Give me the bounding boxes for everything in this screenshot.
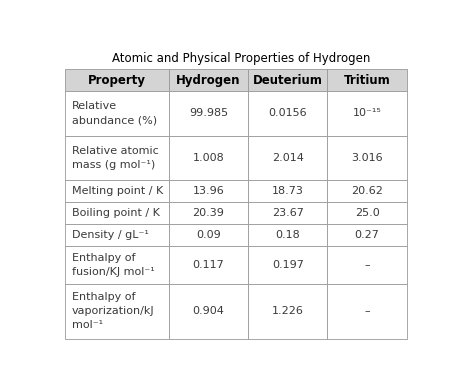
Bar xyxy=(169,202,248,224)
Text: Relative
abundance (%): Relative abundance (%) xyxy=(72,102,157,126)
Text: 3.016: 3.016 xyxy=(351,153,383,162)
Text: Enthalpy of
fusion/KJ mol⁻¹: Enthalpy of fusion/KJ mol⁻¹ xyxy=(72,253,155,277)
Bar xyxy=(248,246,328,284)
Bar xyxy=(248,284,328,339)
Text: 2.014: 2.014 xyxy=(272,153,304,162)
Bar xyxy=(169,180,248,202)
Bar xyxy=(328,224,407,246)
Bar xyxy=(64,202,169,224)
Text: 10⁻¹⁵: 10⁻¹⁵ xyxy=(353,109,382,119)
Bar xyxy=(169,91,248,136)
Text: 0.18: 0.18 xyxy=(275,230,300,240)
Text: 0.117: 0.117 xyxy=(192,260,224,270)
Text: Property: Property xyxy=(88,74,146,87)
Text: 99.985: 99.985 xyxy=(189,109,228,119)
Text: Hydrogen: Hydrogen xyxy=(176,74,241,87)
Text: –: – xyxy=(364,306,370,316)
Text: –: – xyxy=(364,260,370,270)
Text: 1.226: 1.226 xyxy=(272,306,304,316)
Text: Relative atomic
mass (g mol⁻¹): Relative atomic mass (g mol⁻¹) xyxy=(72,146,159,170)
Text: 13.96: 13.96 xyxy=(192,186,224,196)
Text: Melting point / K: Melting point / K xyxy=(72,186,163,196)
Bar xyxy=(64,224,169,246)
Text: Density / gL⁻¹: Density / gL⁻¹ xyxy=(72,230,149,240)
Text: 0.904: 0.904 xyxy=(192,306,224,316)
Bar xyxy=(64,136,169,180)
Bar xyxy=(169,246,248,284)
Text: 0.09: 0.09 xyxy=(196,230,221,240)
Text: 0.197: 0.197 xyxy=(272,260,304,270)
Text: 1.008: 1.008 xyxy=(192,153,224,162)
Text: 20.39: 20.39 xyxy=(192,208,224,218)
Bar xyxy=(328,180,407,202)
Bar xyxy=(248,224,328,246)
Bar xyxy=(248,69,328,91)
Text: Boiling point / K: Boiling point / K xyxy=(72,208,160,218)
Bar xyxy=(169,224,248,246)
Text: 25.0: 25.0 xyxy=(355,208,379,218)
Text: Enthalpy of
vaporization/kJ
mol⁻¹: Enthalpy of vaporization/kJ mol⁻¹ xyxy=(72,292,155,330)
Bar xyxy=(64,91,169,136)
Bar xyxy=(64,180,169,202)
Bar xyxy=(64,69,169,91)
Bar xyxy=(328,202,407,224)
Text: 0.27: 0.27 xyxy=(355,230,380,240)
Text: Atomic and Physical Properties of Hydrogen: Atomic and Physical Properties of Hydrog… xyxy=(112,52,370,65)
Bar xyxy=(328,69,407,91)
Bar xyxy=(328,136,407,180)
Bar xyxy=(64,284,169,339)
Text: Deuterium: Deuterium xyxy=(253,74,323,87)
Bar xyxy=(328,284,407,339)
Bar xyxy=(248,136,328,180)
Text: 0.0156: 0.0156 xyxy=(268,109,307,119)
Bar xyxy=(169,136,248,180)
Bar xyxy=(248,180,328,202)
Text: 23.67: 23.67 xyxy=(272,208,304,218)
Bar xyxy=(328,246,407,284)
Text: Tritium: Tritium xyxy=(344,74,391,87)
Bar xyxy=(248,202,328,224)
Bar xyxy=(248,91,328,136)
Bar xyxy=(64,246,169,284)
Bar xyxy=(328,91,407,136)
Bar xyxy=(169,69,248,91)
Text: 18.73: 18.73 xyxy=(272,186,304,196)
Bar xyxy=(169,284,248,339)
Text: 20.62: 20.62 xyxy=(351,186,383,196)
